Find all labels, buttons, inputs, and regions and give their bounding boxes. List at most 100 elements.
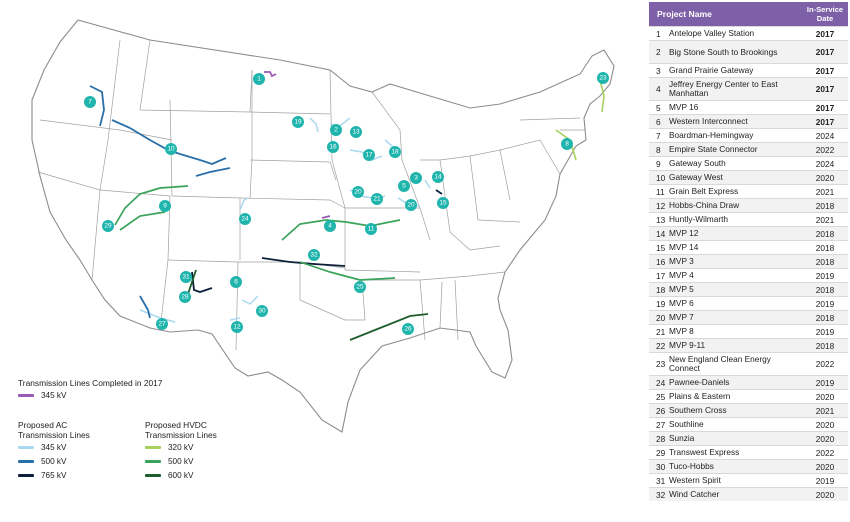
row-number: 14 xyxy=(656,228,666,239)
row-project-name: Western Spirit xyxy=(669,475,721,485)
legend-item: 600 kV xyxy=(145,468,245,482)
legend-hvdc-title: Proposed HVDC Transmission Lines xyxy=(145,420,217,440)
table-body: 1 Antelope Valley Station 2017 2 Big Stone S… xyxy=(649,26,848,501)
row-project-name: Southline xyxy=(669,419,704,429)
row-project-name: MVP 14 xyxy=(669,242,699,252)
row-in-service-date: 2024 xyxy=(815,130,835,141)
marker-label-20: 20 xyxy=(354,189,362,196)
row-project-name: MVP 4 xyxy=(669,270,694,280)
marker-12 xyxy=(231,321,243,333)
table-row: 13 Huntly-Wilmarth 2021 xyxy=(649,212,848,226)
table-row: 21 MVP 8 2019 xyxy=(649,324,848,338)
table-row: 32 Wind Catcher 2020 xyxy=(649,487,848,501)
marker-1 xyxy=(253,73,265,85)
header-project-name: Project Name xyxy=(657,9,712,19)
legend-label: 600 kV xyxy=(168,470,194,480)
row-number: 26 xyxy=(656,405,666,416)
row-in-service-date: 2022 xyxy=(815,144,835,155)
legend-swatch xyxy=(145,473,161,477)
marker-label-6: 6 xyxy=(234,279,238,286)
marker-label-25: 25 xyxy=(356,284,364,291)
table-row: 27 Southline 2020 xyxy=(649,417,848,431)
row-project-name: Plains & Eastern xyxy=(669,391,731,401)
legend-item: 320 kV xyxy=(145,440,245,454)
table-row: 31 Western Spirit 2019 xyxy=(649,473,848,487)
marker-9 xyxy=(159,200,171,212)
legend-swatch xyxy=(145,445,161,449)
legend-item: 345 kV xyxy=(18,388,162,402)
row-number: 2 xyxy=(656,47,661,57)
legend-item: 765 kV xyxy=(18,468,108,482)
row-number: 7 xyxy=(656,130,661,141)
row-in-service-date: 2021 xyxy=(815,405,835,416)
row-number: 28 xyxy=(656,433,666,444)
marker-27 xyxy=(156,318,168,330)
row-in-service-date: 2019 xyxy=(815,326,835,337)
row-in-service-date: 2022 xyxy=(815,447,835,458)
marker-label-12: 12 xyxy=(233,324,241,331)
legend-item: 345 kV xyxy=(18,440,108,454)
legend-ac-title: Proposed AC Transmission Lines xyxy=(18,420,90,440)
row-in-service-date: 2018 xyxy=(815,340,835,351)
marker-3 xyxy=(410,172,422,184)
us-map: 1 2 3 4 5 6 7 8 9 10 11 12 13 14 15 16 1… xyxy=(31,19,615,433)
marker-label-7: 7 xyxy=(88,99,92,106)
marker-25 xyxy=(354,281,366,293)
row-in-service-date: 2017 xyxy=(815,102,835,113)
marker-20 xyxy=(352,186,364,198)
marker-label-31: 31 xyxy=(182,274,190,281)
row-number: 11 xyxy=(656,186,665,197)
marker-6 xyxy=(230,276,242,288)
marker-label-23: 23 xyxy=(599,75,607,82)
row-number: 15 xyxy=(656,242,666,253)
marker-29 xyxy=(102,220,114,232)
row-project-name: MVP 16 xyxy=(669,102,699,112)
row-number: 8 xyxy=(656,144,661,155)
row-project-name: Western Interconnect xyxy=(669,116,748,126)
marker-21 xyxy=(371,193,383,205)
table-row: 24 Pawnee-Daniels 2019 xyxy=(649,375,848,389)
row-project-name: Sunzia xyxy=(669,433,695,443)
row-in-service-date: 2021 xyxy=(815,186,835,197)
state-borders xyxy=(37,39,586,351)
row-number: 31 xyxy=(656,475,666,486)
marker-18 xyxy=(389,146,401,158)
row-in-service-date: 2018 xyxy=(815,200,835,211)
row-project-name: Grain Belt Express xyxy=(669,186,739,196)
row-number: 32 xyxy=(656,489,666,500)
row-number: 23 xyxy=(656,359,666,369)
project-markers: 1 2 3 4 5 6 7 8 9 10 11 12 13 14 15 16 1… xyxy=(84,72,609,335)
legend-completed-title: Transmission Lines Completed in 2017 xyxy=(18,378,163,388)
row-project-name: MVP 6 xyxy=(669,298,694,308)
row-number: 29 xyxy=(656,447,666,458)
table-row: 30 Tuco-Hobbs 2020 xyxy=(649,459,848,473)
table-row: 17 MVP 4 2019 xyxy=(649,268,848,282)
row-in-service-date: 2020 xyxy=(815,172,835,183)
row-in-service-date: 2024 xyxy=(815,158,835,169)
row-in-service-date: 2018 xyxy=(815,242,835,253)
row-project-name: Pawnee-Daniels xyxy=(669,377,730,387)
row-project-name: Empire State Connector xyxy=(669,144,758,154)
table-row: 28 Sunzia 2020 xyxy=(649,431,848,445)
row-number: 3 xyxy=(656,65,661,76)
legend-item: 500 kV xyxy=(145,454,245,468)
project-table: Project Name In-Service Date 1 Antelope V… xyxy=(649,2,848,520)
marker-31 xyxy=(180,271,192,283)
row-number: 24 xyxy=(656,377,666,388)
row-project-name: MVP 3 xyxy=(669,256,694,266)
row-number: 9 xyxy=(656,158,661,169)
marker-24 xyxy=(239,213,251,225)
legend-hvdc: Proposed HVDC Transmission Lines 320 kV … xyxy=(145,420,245,482)
table-row: 20 MVP 7 2018 xyxy=(649,310,848,324)
row-number: 20 xyxy=(656,312,666,323)
row-project-name: Gateway South xyxy=(669,158,726,168)
marker-20b xyxy=(405,199,417,211)
table-row: 25 Plains & Eastern 2020 xyxy=(649,389,848,403)
table-row: 6 Western Interconnect 2017 xyxy=(649,114,848,128)
marker-30 xyxy=(256,305,268,317)
row-in-service-date: 2017 xyxy=(815,84,835,94)
table-row: 15 MVP 14 2018 xyxy=(649,240,848,254)
row-number: 5 xyxy=(656,102,661,113)
marker-label-20b: 20 xyxy=(407,202,415,209)
marker-19 xyxy=(292,116,304,128)
